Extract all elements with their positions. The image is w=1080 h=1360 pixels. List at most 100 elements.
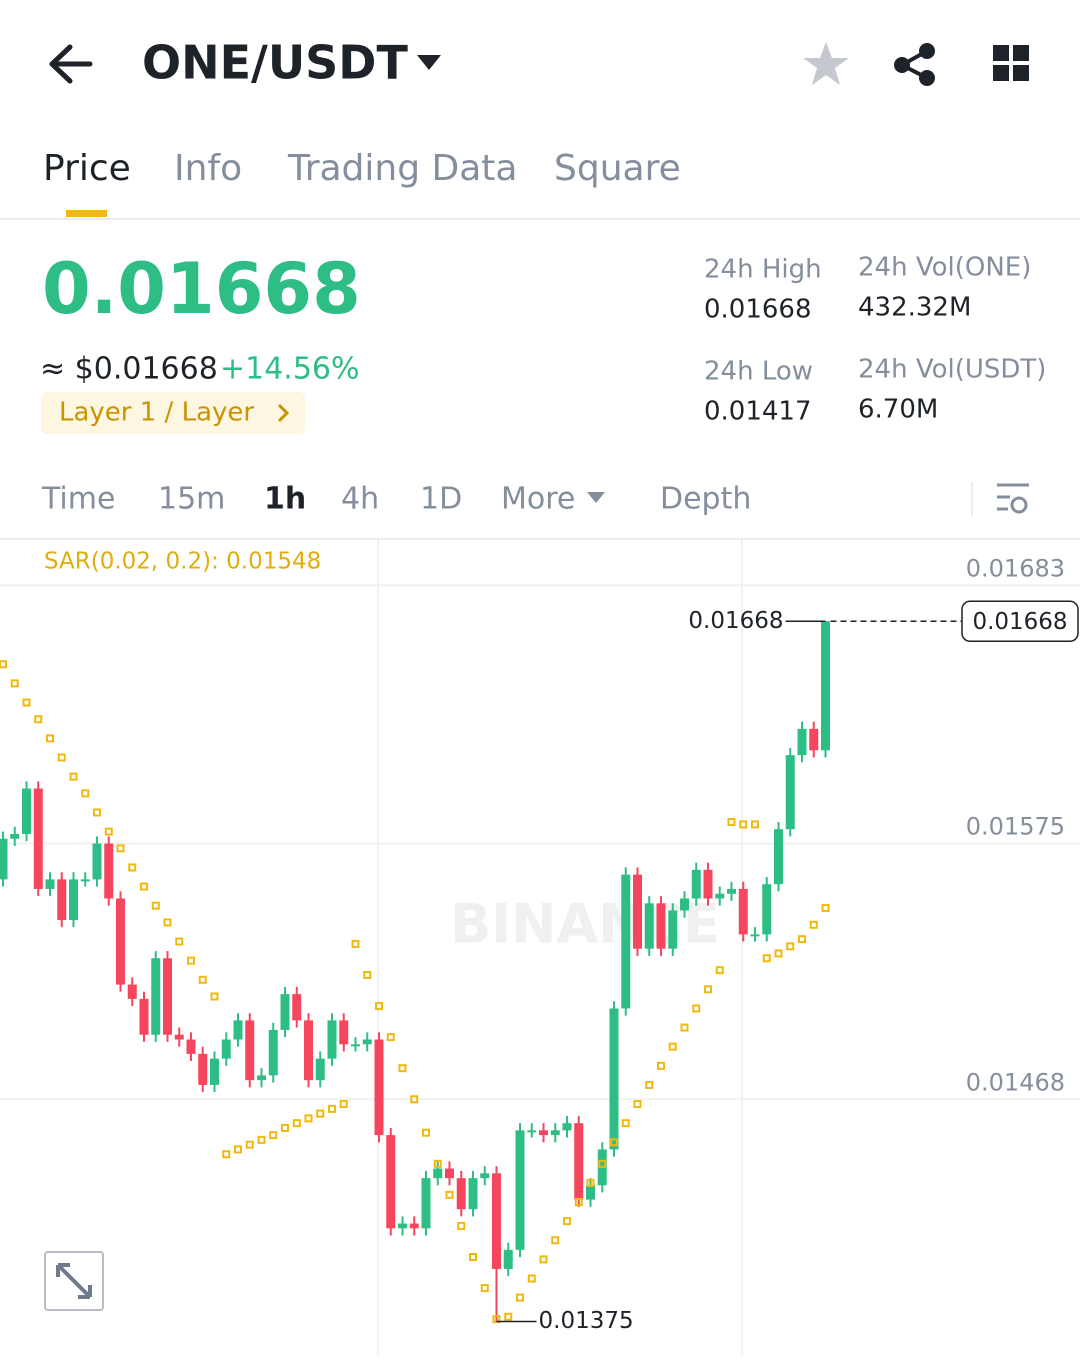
candle-body [186,1039,196,1054]
sar-dot [621,1119,630,1128]
settings-lines [997,483,1029,511]
candle-body [268,1029,278,1076]
candle-body [621,874,631,1009]
sar-dot [704,985,712,994]
sar-dot [692,1004,701,1013]
y-tick-label: 0.01575 [966,813,1065,841]
share-button[interactable] [894,43,935,86]
sar-dot [81,789,90,798]
stat-label: 24h Vol(ONE) [858,253,1031,283]
candle-body [257,1075,266,1081]
sar-dot [187,956,195,965]
candle-body [750,934,760,937]
sar-dot [786,942,795,951]
sar-dot [551,1236,560,1245]
interval-active[interactable]: 1h [264,482,306,517]
candle-body [374,1039,384,1136]
sar-dot [563,1217,571,1226]
candle-body [633,874,642,949]
candle-body [362,1039,372,1045]
sar-dot [469,1253,477,1262]
tab[interactable]: Info [174,148,242,189]
sar-dot [645,1080,654,1089]
candle-body [680,898,689,911]
candle-body [562,1123,572,1131]
sar-dot [715,966,724,975]
candle-body [92,843,102,880]
usd-price: ≈ $0.01668 [40,352,218,387]
sar-dot [210,992,219,1001]
back-button[interactable] [49,44,93,84]
fullscreen-icon [56,1263,92,1299]
stat-value: 432.32M [858,293,971,323]
interval[interactable]: More [501,482,575,517]
more-dropdown[interactable] [587,492,605,503]
sar-dot [281,1123,289,1132]
candle-body [127,984,137,999]
candle-body [10,833,20,839]
sar-dot [316,1109,325,1118]
sar-dot [163,918,172,927]
sar-dot [633,1100,642,1109]
pair-dropdown[interactable] [417,55,441,70]
candle-body [409,1223,419,1229]
sar-dot [433,1159,442,1168]
candle-body [304,1020,313,1081]
candle-body [586,1185,595,1200]
tab[interactable]: Square [554,148,681,189]
sar-dot [668,1042,677,1051]
sar-dot [657,1061,665,1070]
candle-body [821,621,830,751]
candle-body [503,1249,513,1269]
sar-dot [410,1095,419,1104]
sar-dot [104,827,113,836]
sar-dot [516,1293,524,1302]
stat-value: 0.01417 [704,397,812,427]
sar-dot [386,1033,395,1042]
candle-body [703,869,713,899]
grid-menu[interactable] [993,45,1029,81]
favorite-star[interactable] [803,42,849,85]
divider [0,538,1080,540]
candle-body [22,788,31,834]
interval[interactable]: 15m [158,482,225,517]
sar-dot [586,1178,595,1187]
grid-cell [993,65,1009,81]
interval[interactable]: 1D [420,482,462,517]
share-link [897,49,928,80]
sar-dot [821,904,830,913]
candle-body [45,879,55,889]
candle-body [163,958,172,1035]
interval[interactable]: 4h [341,482,379,517]
interval[interactable]: Time [41,482,115,517]
pair-title[interactable]: ONE/USDT [142,36,408,90]
fullscreen-button[interactable] [44,1251,104,1311]
stat-label: 24h Low [704,357,813,387]
chart-settings[interactable] [997,483,1029,514]
candle-body [480,1173,490,1179]
candle-body [785,755,795,830]
separator [971,482,973,516]
interval[interactable]: Depth [660,482,751,517]
sar-dot [351,939,360,948]
sar-dot [762,954,771,963]
tag-label[interactable]: Layer 1 / Layer [59,398,254,428]
tab[interactable]: Trading Data [287,148,517,189]
candle-body [691,869,701,899]
active-tab-indicator [66,210,107,217]
tag-chip[interactable] [41,392,305,434]
last-price-box [961,600,1079,643]
sar-dot [445,1190,454,1199]
candle-body [574,1123,584,1200]
sar-dot [739,820,748,829]
tab[interactable]: Price [43,148,131,189]
sar-dot [93,808,101,817]
candle-body [609,1008,619,1150]
candle-body [210,1058,219,1085]
sar-dot [0,660,7,669]
candle-body [668,910,678,949]
sar-dot [304,1114,313,1123]
sar-dot [751,820,759,829]
sar-dot [140,882,148,891]
